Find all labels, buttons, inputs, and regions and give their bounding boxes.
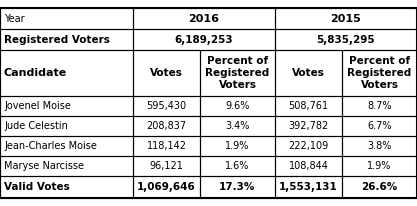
- Text: Registered Voters: Registered Voters: [4, 34, 110, 44]
- Bar: [0, 29, 133, 50]
- Bar: [133, 156, 200, 176]
- Text: Valid Votes: Valid Votes: [4, 182, 70, 192]
- Text: 96,121: 96,121: [150, 161, 183, 171]
- Bar: [0, 116, 133, 136]
- Bar: [0, 136, 133, 156]
- Text: 1,553,131: 1,553,131: [279, 182, 338, 192]
- Text: Jean-Charles Moise: Jean-Charles Moise: [4, 141, 97, 151]
- Text: 26.6%: 26.6%: [362, 182, 398, 192]
- Text: 3.8%: 3.8%: [367, 141, 392, 151]
- Bar: [275, 29, 417, 50]
- Bar: [275, 96, 342, 116]
- Text: 595,430: 595,430: [146, 101, 186, 111]
- Bar: [200, 136, 275, 156]
- Text: Maryse Narcisse: Maryse Narcisse: [4, 161, 84, 171]
- Bar: [275, 136, 342, 156]
- Text: Candidate: Candidate: [4, 68, 67, 78]
- Bar: [133, 96, 200, 116]
- Bar: [275, 156, 342, 176]
- Text: 2016: 2016: [188, 14, 219, 23]
- Bar: [275, 8, 417, 29]
- Bar: [200, 176, 275, 198]
- Text: Jovenel Moise: Jovenel Moise: [4, 101, 71, 111]
- Text: Jude Celestin: Jude Celestin: [4, 121, 68, 131]
- Text: 222,109: 222,109: [289, 141, 329, 151]
- Bar: [342, 156, 417, 176]
- Bar: [275, 176, 342, 198]
- Bar: [133, 8, 275, 29]
- Text: 6,189,253: 6,189,253: [175, 34, 234, 44]
- Text: 3.4%: 3.4%: [225, 121, 250, 131]
- Text: 2015: 2015: [331, 14, 362, 23]
- Text: Year: Year: [4, 14, 25, 23]
- Bar: [0, 156, 133, 176]
- Bar: [133, 29, 275, 50]
- Bar: [342, 116, 417, 136]
- Text: 1,069,646: 1,069,646: [137, 182, 196, 192]
- Text: Percent of
Registered
Voters: Percent of Registered Voters: [206, 56, 270, 90]
- Bar: [342, 50, 417, 96]
- Bar: [200, 96, 275, 116]
- Bar: [342, 96, 417, 116]
- Bar: [133, 136, 200, 156]
- Text: 1.6%: 1.6%: [225, 161, 250, 171]
- Text: 208,837: 208,837: [146, 121, 186, 131]
- Bar: [200, 50, 275, 96]
- Text: 1.9%: 1.9%: [225, 141, 250, 151]
- Text: 6.7%: 6.7%: [367, 121, 392, 131]
- Text: Votes: Votes: [150, 68, 183, 78]
- Text: Percent of
Registered
Voters: Percent of Registered Voters: [347, 56, 412, 90]
- Bar: [342, 136, 417, 156]
- Bar: [275, 116, 342, 136]
- Bar: [133, 116, 200, 136]
- Text: 392,782: 392,782: [289, 121, 329, 131]
- Text: 108,844: 108,844: [289, 161, 329, 171]
- Bar: [133, 176, 200, 198]
- Bar: [0, 96, 133, 116]
- Bar: [200, 156, 275, 176]
- Text: Votes: Votes: [292, 68, 325, 78]
- Text: 9.6%: 9.6%: [225, 101, 250, 111]
- Text: 8.7%: 8.7%: [367, 101, 392, 111]
- Bar: [275, 50, 342, 96]
- Text: 17.3%: 17.3%: [219, 182, 256, 192]
- Bar: [0, 176, 133, 198]
- Bar: [200, 116, 275, 136]
- Bar: [0, 50, 133, 96]
- Text: 5,835,295: 5,835,295: [317, 34, 375, 44]
- Text: 118,142: 118,142: [146, 141, 186, 151]
- Bar: [133, 50, 200, 96]
- Bar: [342, 176, 417, 198]
- Text: 1.9%: 1.9%: [367, 161, 392, 171]
- Bar: [0, 8, 133, 29]
- Text: 508,761: 508,761: [289, 101, 329, 111]
